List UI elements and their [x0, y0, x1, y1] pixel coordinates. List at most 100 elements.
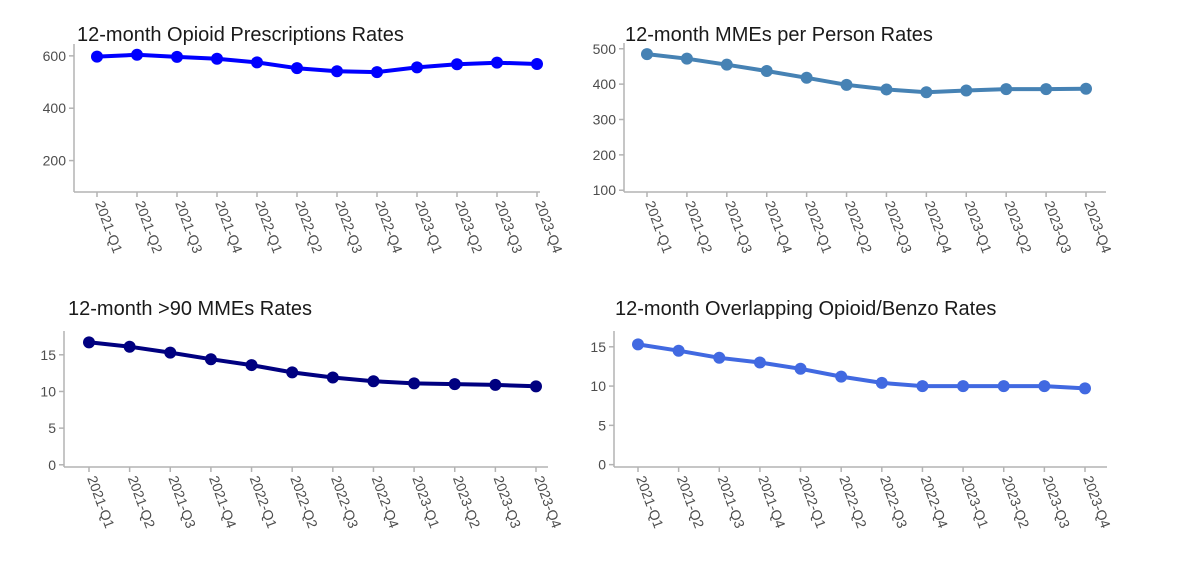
chart-title: 12-month >90 MMEs Rates [68, 298, 312, 320]
x-tick-label: 2022-Q2 [292, 199, 326, 256]
data-point [531, 57, 543, 70]
x-tick-label: 2021-Q4 [212, 199, 246, 256]
data-point [489, 378, 502, 391]
data-point [83, 336, 95, 349]
chart-panel-over-90-mmes: 12-month >90 MMEs Rates 0 5 10 15 2021-Q1 202… [0, 287, 589, 573]
x-tick-label: 2022-Q3 [877, 474, 911, 531]
x-tick-label: 2023-Q2 [1001, 199, 1035, 256]
x-tick-label: 2022-Q4 [369, 474, 403, 531]
line-chart-mmes-per-person: 100 200 300 400 500 2021-Q1 2021-Q2 2021-Q3 2021… [593, 41, 1115, 256]
x-tick-label: 2022-Q3 [332, 199, 366, 256]
data-point [641, 48, 653, 61]
x-tick-label: 2023-Q4 [1080, 474, 1114, 531]
x-tick-label: 2023-Q3 [1041, 199, 1075, 256]
data-point [411, 61, 423, 74]
y-tick-label: 0 [598, 457, 606, 473]
data-point [204, 353, 217, 366]
data-point [245, 359, 258, 372]
chart-title: 12-month Overlapping Opioid/Benzo Rates [615, 298, 997, 320]
y-tick-label: 300 [593, 112, 617, 128]
data-point [171, 50, 183, 63]
y-tick-label: 10 [40, 383, 56, 399]
data-point [835, 370, 848, 383]
data-point [91, 50, 103, 63]
data-point [997, 380, 1010, 393]
data-point [211, 52, 223, 65]
data-point [720, 58, 733, 71]
data-point [131, 48, 143, 61]
x-tick-label: 2023-Q4 [1081, 199, 1115, 256]
x-tick-label: 2022-Q4 [922, 199, 956, 256]
x-tick-label: 2022-Q4 [918, 474, 952, 531]
x-tick-label: 2022-Q3 [328, 474, 362, 531]
x-tick-label: 2023-Q3 [1040, 474, 1074, 531]
x-tick-label: 2021-Q4 [762, 199, 796, 256]
data-point [794, 362, 807, 375]
x-tick-label: 2021-Q2 [125, 474, 159, 531]
data-point [1079, 382, 1091, 395]
data-point [840, 78, 853, 91]
data-point [1040, 83, 1053, 96]
data-point [875, 376, 888, 389]
x-tick-label: 2023-Q1 [409, 474, 443, 531]
data-point [367, 375, 380, 388]
x-tick-label: 2021-Q1 [92, 199, 126, 256]
x-tick-label: 2022-Q1 [247, 474, 281, 531]
data-point [632, 338, 644, 351]
x-tick-label: 2022-Q1 [252, 199, 286, 256]
x-tick-label: 2021-Q1 [642, 199, 676, 256]
data-point [680, 52, 693, 65]
x-tick-label: 2022-Q2 [842, 199, 876, 256]
y-tick-label: 15 [40, 347, 56, 363]
series-line [87, 340, 538, 389]
chart-panel-overlapping-opioid-benzo: 12-month Overlapping Opioid/Benzo Rates … [589, 287, 1178, 573]
x-tick-label: 2021-Q3 [165, 474, 199, 531]
y-tick-label: 600 [43, 48, 67, 64]
x-tick-label: 2023-Q3 [492, 199, 526, 256]
data-point [451, 58, 463, 71]
y-tick-label: 200 [593, 147, 617, 163]
data-point [448, 378, 461, 391]
x-tick-label: 2022-Q2 [836, 474, 870, 531]
x-tick-label: 2022-Q3 [882, 199, 916, 256]
data-point [957, 380, 970, 393]
data-point [760, 65, 773, 78]
x-tick-label: 2021-Q2 [682, 199, 716, 256]
x-tick-label: 2023-Q2 [452, 199, 486, 256]
x-tick-label: 2022-Q4 [372, 199, 406, 256]
x-tick-label: 2023-Q2 [999, 474, 1033, 531]
x-tick-label: 2021-Q3 [172, 199, 206, 256]
x-tick-label: 2021-Q2 [674, 474, 708, 531]
y-tick-label: 100 [593, 182, 617, 198]
data-point [291, 62, 303, 75]
data-point [920, 86, 933, 99]
y-tick-label: 5 [48, 420, 56, 436]
y-tick-label: 400 [593, 76, 617, 92]
data-point [371, 66, 383, 79]
series-line [95, 52, 539, 75]
chart-panel-opioid-prescriptions: 12-month Opioid Prescriptions Rates 200 4… [0, 0, 589, 287]
data-point [960, 84, 973, 97]
x-tick-label: 2021-Q1 [633, 474, 667, 531]
x-tick-label: 2023-Q3 [491, 474, 525, 531]
data-point [408, 377, 421, 390]
x-tick-label: 2022-Q1 [796, 474, 830, 531]
data-point [530, 380, 542, 393]
chart-panel-mmes-per-person: 12-month MMEs per Person Rates 100 200 300… [589, 0, 1178, 287]
data-point [672, 344, 685, 357]
y-tick-label: 10 [590, 378, 606, 394]
x-tick-label: 2022-Q2 [287, 474, 321, 531]
data-point [286, 366, 299, 379]
y-tick-label: 200 [43, 153, 67, 169]
data-point [326, 371, 339, 384]
data-point [1000, 83, 1013, 96]
y-tick-label: 0 [48, 457, 56, 473]
y-tick-label: 15 [590, 339, 606, 355]
x-tick-label: 2021-Q2 [132, 199, 166, 256]
data-point [713, 351, 726, 364]
data-point [880, 83, 893, 96]
y-tick-label: 5 [598, 417, 606, 433]
data-point [331, 65, 343, 78]
y-tick-label: 400 [43, 100, 67, 116]
